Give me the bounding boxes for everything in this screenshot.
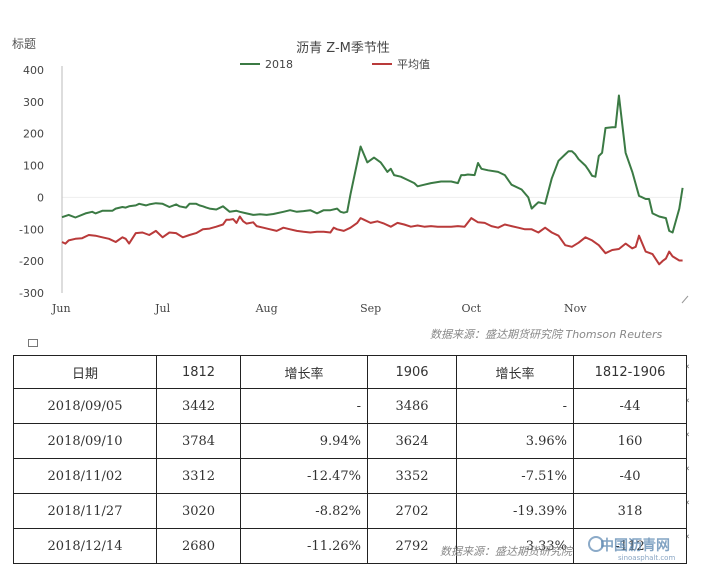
table-cell: 3784 — [156, 423, 241, 459]
y-tick-label: -100 — [19, 223, 44, 236]
table-cell: -44 — [573, 388, 687, 424]
table-cell: 2680 — [156, 528, 241, 564]
table-row: 2018/09/05 3442-3486- -44 — [13, 388, 687, 424]
watermark-url: sinoasphalt.com — [618, 554, 676, 562]
table-cell: 3.96% — [456, 423, 574, 459]
table-cell: 2018/12/14 — [13, 528, 157, 564]
table-cell: -19.39% — [456, 493, 574, 529]
row-edge-mark: ‹ — [686, 396, 690, 406]
chart-svg: 沥青 Z-M季节性 标题 2018 平均值 400 300 200 100 0 -100 -2… — [12, 37, 689, 315]
chart-legend: 2018 平均值 — [240, 58, 430, 71]
table-row: 2018/11/27 3020 -8.82% 2702 -19.39% 318 — [13, 493, 687, 529]
table-source-note: 数据来源：盛达期货研究院 — [440, 545, 572, 558]
header-1906: 1906 — [367, 355, 457, 389]
seasonality-chart: 沥青 Z-M季节性 标题 2018 平均值 400 300 200 100 0 -100 -2… — [12, 37, 689, 315]
y-axis-label: 标题 — [12, 37, 36, 51]
series-line-2018 — [61, 94, 684, 234]
axis-end-mark — [681, 295, 689, 304]
table-cell: 2018/09/05 — [13, 388, 157, 424]
header-growth-1812: 增长率 — [240, 355, 368, 389]
row-edge-mark: ‹ — [686, 498, 690, 508]
header-spread: 1812-1906 — [573, 355, 687, 389]
row-edge-mark: ‹ — [686, 532, 690, 542]
table-cell: - — [456, 388, 574, 424]
table-cell: 318 — [573, 493, 687, 529]
y-tick-label: 100 — [23, 160, 44, 173]
header-1812: 1812 — [156, 355, 241, 389]
table-cell: 3486 — [367, 388, 457, 424]
table-cell: -12.47% — [240, 458, 368, 494]
row-edge-mark: ‹ — [686, 464, 690, 474]
y-tick-label: -200 — [19, 255, 44, 268]
x-tick-label: Nov — [564, 302, 587, 315]
table-cell: - — [240, 388, 368, 424]
chart-title: 沥青 Z-M季节性 — [296, 41, 390, 56]
table-row: 2018/12/14 2680 -11.26% 2792 3.33% -112 — [13, 528, 687, 564]
legend-label: 2018 — [265, 58, 293, 71]
x-tick-label: Oct — [461, 302, 481, 315]
table-anchor-icon — [28, 339, 38, 347]
x-tick-label: Jun — [51, 302, 71, 315]
table-cell: 2018/11/27 — [13, 493, 157, 529]
header-growth-1906: 增长率 — [456, 355, 574, 389]
price-table: 日期 1812 增长率 1906 增长率 1812-1906 2018/09/0… — [13, 355, 687, 564]
table-cell: 3.33% — [456, 528, 574, 564]
table-cell: 3020 — [156, 493, 241, 529]
table-cell: 160 — [573, 423, 687, 459]
table-cell: 3624 — [367, 423, 457, 459]
table-header-row: 日期 1812 增长率 1906 增长率 1812-1906 — [13, 355, 687, 389]
watermark-text: 中国沥青网 — [600, 538, 670, 554]
y-tick-label: 300 — [23, 96, 44, 109]
legend-label: 平均值 — [397, 58, 430, 71]
y-tick-label: 200 — [23, 128, 44, 141]
table-cell: -11.26% — [240, 528, 368, 564]
table-cell: 2702 — [367, 493, 457, 529]
series-line-average — [61, 215, 683, 266]
table-cell: 2018/11/02 — [13, 458, 157, 494]
y-tick-label: 400 — [23, 64, 44, 77]
table-cell: 3442 — [156, 388, 241, 424]
table-cell: -40 — [573, 458, 687, 494]
y-tick-label: -300 — [19, 287, 44, 300]
row-edge-mark: ‹ — [686, 430, 690, 440]
x-tick-label: Sep — [360, 302, 381, 315]
row-edge-mark: ‹ — [686, 362, 690, 372]
table-row: 2018/11/02 3312 -12.47% 3352 -7.51% -40 — [13, 458, 687, 494]
watermark-logo-icon — [588, 536, 604, 552]
x-tick-label: Aug — [255, 302, 278, 315]
table-cell: 2792 — [367, 528, 457, 564]
table-row: 2018/09/10 3784 9.94% 3624 3.96% 160 — [13, 423, 687, 459]
header-date: 日期 — [13, 355, 157, 389]
table-cell: -8.82% — [240, 493, 368, 529]
table-cell: 2018/09/10 — [13, 423, 157, 459]
x-tick-label: Jul — [154, 302, 170, 315]
table-cell: 3312 — [156, 458, 241, 494]
chart-source-note: 数据来源：盛达期货研究院 Thomson Reuters — [430, 328, 663, 341]
y-tick-label: 0 — [37, 191, 44, 204]
table-cell: 3352 — [367, 458, 457, 494]
table-cell: -7.51% — [456, 458, 574, 494]
table-cell: 9.94% — [240, 423, 368, 459]
